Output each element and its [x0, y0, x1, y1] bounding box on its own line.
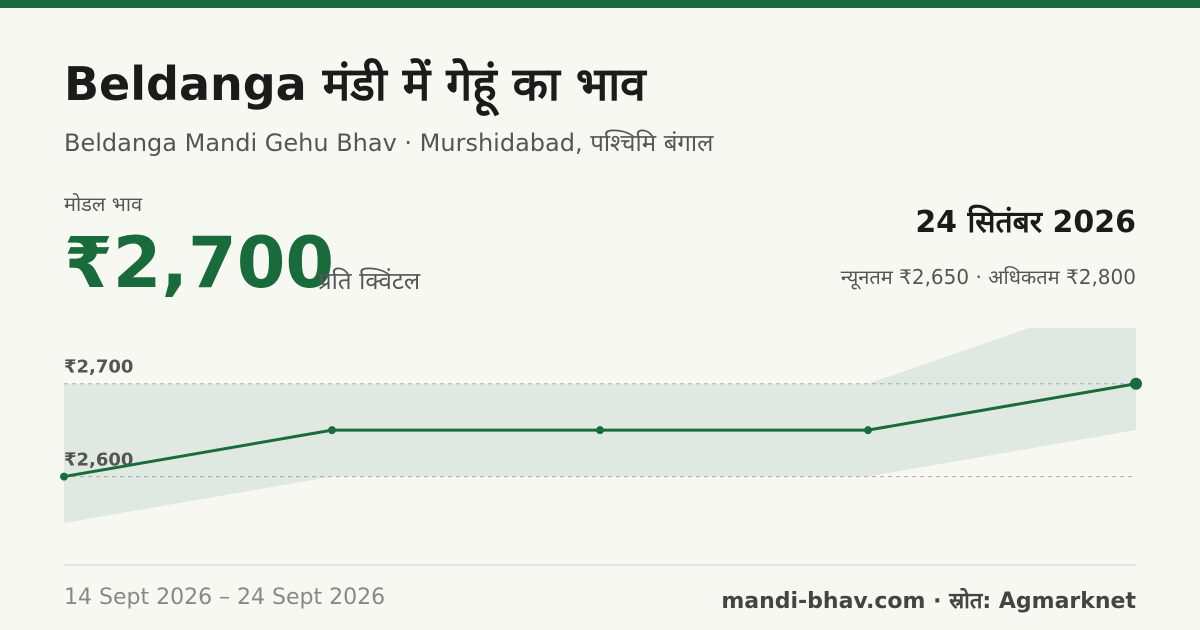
price-point: [1130, 377, 1142, 390]
price-point: [60, 472, 68, 481]
y-tick-label: ₹2,700: [64, 357, 133, 378]
title: Beldanga मंडी में गेहूं का भाव: [64, 57, 646, 111]
price-point: [328, 426, 336, 435]
top-bar: [0, 0, 1200, 8]
price-label: मोडल भाव: [64, 192, 143, 216]
subtitle: Beldanga Mandi Gehu Bhav · Murshidabad, …: [64, 129, 714, 157]
footer-source: mandi-bhav.com · स्रोत: Agmarknet: [721, 589, 1136, 614]
price-value: ₹2,700: [64, 222, 335, 304]
footer-date-range: 14 Sept 2026 – 24 Sept 2026: [64, 585, 386, 610]
price-point: [596, 426, 604, 435]
range-band: [64, 328, 1136, 523]
price-point: [864, 426, 872, 435]
price-range: न्यूनतम ₹2,650 · अधिकतम ₹2,800: [840, 265, 1136, 289]
y-tick-label: ₹2,600: [64, 450, 133, 471]
date: 24 सितंबर 2026: [915, 205, 1136, 240]
price-unit: प्रति क्विंटल: [318, 267, 421, 295]
